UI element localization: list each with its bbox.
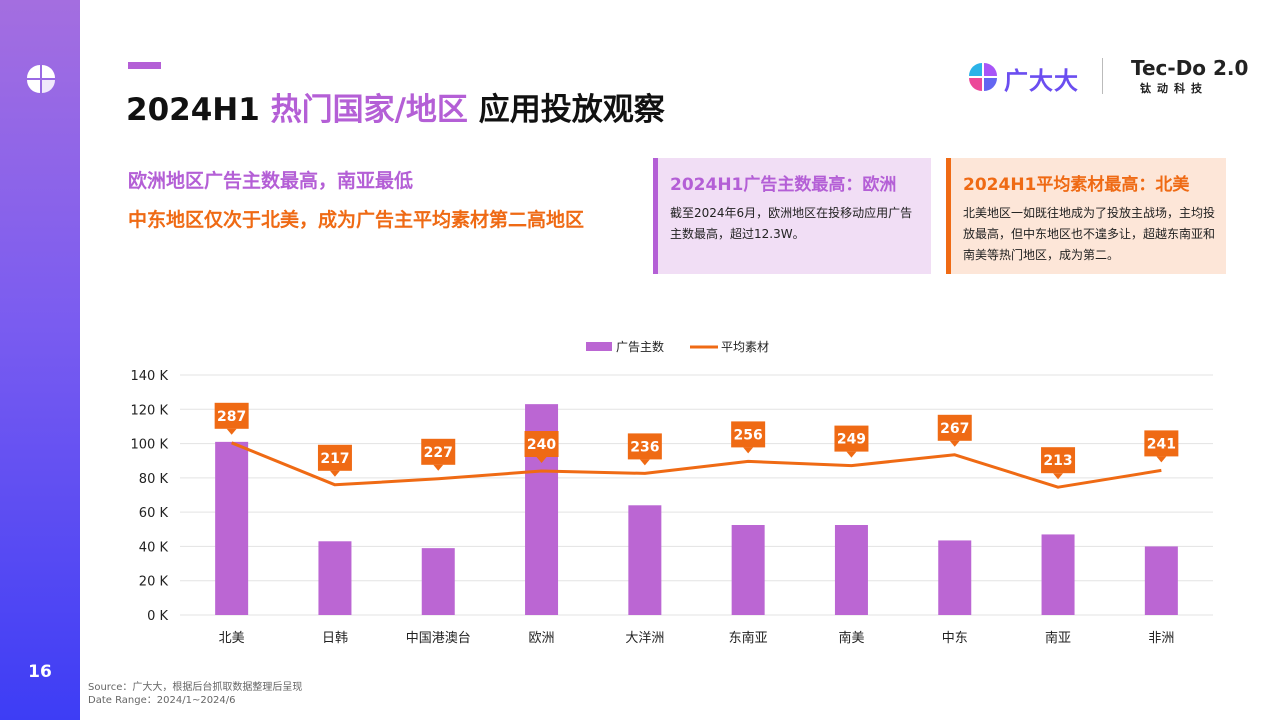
bar xyxy=(731,525,765,615)
headline-line-2: 中东地区仅次于北美，成为广告主平均素材第二高地区 xyxy=(128,209,585,231)
y-tick-label: 80 K xyxy=(139,472,169,487)
data-label-box xyxy=(214,402,249,429)
line-series-average-creatives xyxy=(231,441,1162,489)
bar xyxy=(215,441,249,615)
page-title: 2024H1 热门国家/地区 应用投放观察 xyxy=(126,84,665,129)
data-label: 236 xyxy=(630,439,659,455)
data-label-box xyxy=(731,421,766,448)
data-label: 240 xyxy=(527,437,556,453)
tecdo-subtitle: 钛动科技 xyxy=(1140,82,1208,95)
data-label-box xyxy=(627,433,662,460)
data-label-pointer xyxy=(743,447,754,454)
data-label-pointer xyxy=(639,459,650,466)
bar xyxy=(1144,546,1178,615)
logo-icon xyxy=(27,65,55,93)
data-label: 256 xyxy=(734,427,763,443)
tecdo-logo: Tec-Do 2.0 xyxy=(1131,56,1249,80)
date-range-text: Date Range：2024/1~2024/6 xyxy=(88,695,236,706)
card-body: 北美地区一如既往地成为了投放主战场，主均投放最高，但中东地区也不遑多让，超越东南… xyxy=(963,206,1216,262)
data-label-box xyxy=(1144,430,1179,457)
title-highlight: 热门国家/地区 xyxy=(270,92,468,128)
data-label-pointer xyxy=(1053,473,1064,480)
legend-swatch-bar xyxy=(586,342,612,351)
bar xyxy=(318,541,352,615)
data-label-pointer xyxy=(536,457,547,463)
data-label-box xyxy=(937,414,972,441)
x-tick-label: 北美 xyxy=(219,631,245,646)
brand-name: 广大大 xyxy=(1004,67,1079,95)
y-tick-label: 140 K xyxy=(131,369,169,384)
y-tick-label: 60 K xyxy=(139,506,169,521)
bar xyxy=(938,540,972,615)
card-title: 2024H1广告主数最高：欧洲 xyxy=(670,175,897,195)
data-label-box xyxy=(524,431,559,457)
x-tick-label: 中东 xyxy=(942,631,968,646)
title-prefix: 2024H1 xyxy=(126,92,260,128)
y-tick-label: 120 K xyxy=(131,403,169,418)
data-label: 287 xyxy=(217,409,246,425)
x-tick-label: 南亚 xyxy=(1045,630,1071,646)
title-suffix: 应用投放观察 xyxy=(478,92,665,128)
brand-logo-icon xyxy=(969,63,997,91)
page-number: 16 xyxy=(28,662,52,682)
y-tick-label: 40 K xyxy=(139,540,169,555)
data-label-box xyxy=(317,444,352,471)
bar xyxy=(834,525,868,615)
bar xyxy=(1041,534,1075,615)
data-label-box xyxy=(834,425,869,452)
x-tick-label: 南美 xyxy=(838,630,864,646)
chart-legend: 广告主数 平均素材 xyxy=(586,339,769,354)
data-label: 267 xyxy=(940,421,969,437)
title-accent-bar xyxy=(128,62,161,69)
data-label-box xyxy=(1041,447,1076,474)
headline-line-1: 欧洲地区广告主数最高，南亚最低 xyxy=(128,170,414,192)
data-label: 241 xyxy=(1147,436,1176,452)
data-label-pointer xyxy=(846,451,857,458)
brand-divider xyxy=(1102,58,1103,94)
data-label: 213 xyxy=(1043,453,1072,469)
data-label-box xyxy=(421,438,456,465)
data-label: 249 xyxy=(837,432,866,448)
y-tick-label: 20 K xyxy=(139,575,169,590)
data-label-pointer xyxy=(949,440,960,447)
x-tick-label: 东南亚 xyxy=(729,630,768,646)
insight-card-advertisers: 2024H1广告主数最高：欧洲 截至2024年6月，欧洲地区在投移动应用广告主数… xyxy=(653,158,931,274)
x-tick-label: 日韩 xyxy=(322,631,348,646)
y-tick-label: 100 K xyxy=(131,438,169,453)
card-body: 截至2024年6月，欧洲地区在投移动应用广告主数最高，超过12.3W。 xyxy=(670,206,913,241)
legend-label: 平均素材 xyxy=(721,340,769,354)
x-tick-label: 非洲 xyxy=(1148,631,1174,646)
insight-card-creatives: 2024H1平均素材最高：北美 北美地区一如既往地成为了投放主战场，主均投放最高… xyxy=(946,158,1226,274)
x-tick-label: 大洋洲 xyxy=(625,631,664,646)
y-tick-label: 0 K xyxy=(147,609,168,624)
bar xyxy=(628,505,662,615)
data-label-pointer xyxy=(226,428,237,435)
footer-source: Source：广大大，根据后台抓取数据整理后呈现 Date Range：2024… xyxy=(88,681,302,707)
x-tick-label: 欧洲 xyxy=(529,631,555,646)
brand-header: 广大大 Tec-Do 2.0 钛动科技 xyxy=(968,56,1248,98)
legend-label: 广告主数 xyxy=(616,339,664,354)
sidebar: 16 xyxy=(0,0,80,720)
x-tick-label: 中国港澳台 xyxy=(406,630,471,646)
source-text: Source：广大大，根据后台抓取数据整理后呈现 xyxy=(88,682,303,693)
data-label: 217 xyxy=(320,451,349,467)
data-label-pointer xyxy=(433,464,444,471)
card-title: 2024H1平均素材最高：北美 xyxy=(963,175,1190,195)
data-label: 227 xyxy=(424,445,453,461)
data-label-pointer xyxy=(1156,456,1167,463)
bar xyxy=(421,548,455,615)
data-label-pointer xyxy=(329,470,340,477)
